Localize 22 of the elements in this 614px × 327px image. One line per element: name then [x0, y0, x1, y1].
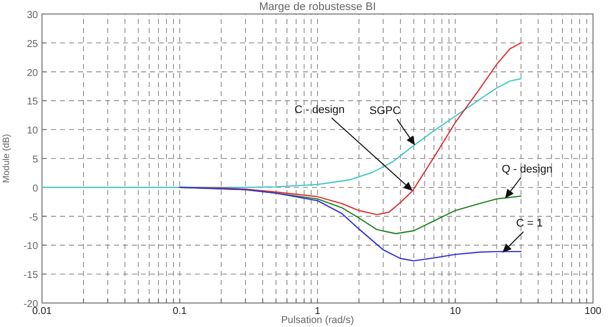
x-tick-label: 0.01 — [32, 306, 52, 317]
annotation: C = 1 — [516, 218, 543, 230]
y-tick-label: -10 — [24, 241, 38, 252]
x-tick-label: 0.1 — [172, 306, 188, 317]
y-tick-label: 0 — [32, 183, 38, 194]
x-tick-label: 1 — [314, 306, 321, 317]
y-tick-label: 15 — [26, 96, 38, 108]
y-tick-label: 10 — [26, 126, 38, 137]
x-axis-title: Pulsation (rad/s) — [281, 315, 354, 326]
annotation: Q - design — [502, 163, 552, 176]
chart-title: Marge de robustesse BI — [259, 1, 376, 13]
x-tick-label: 100 — [584, 306, 602, 317]
y-tick-label: 20 — [26, 68, 38, 79]
annotation: C - design — [294, 104, 345, 116]
y-tick-label: 25 — [26, 38, 38, 50]
y-tick-label: -5 — [29, 212, 38, 224]
y-axis-title: Module (dB) — [1, 134, 11, 184]
y-tick-label: 30 — [26, 10, 38, 21]
annotation: SGPC — [369, 105, 401, 118]
x-tick-label: 10 — [450, 306, 462, 317]
y-tick-label: 5 — [32, 154, 38, 166]
y-tick-label: -15 — [24, 270, 38, 282]
